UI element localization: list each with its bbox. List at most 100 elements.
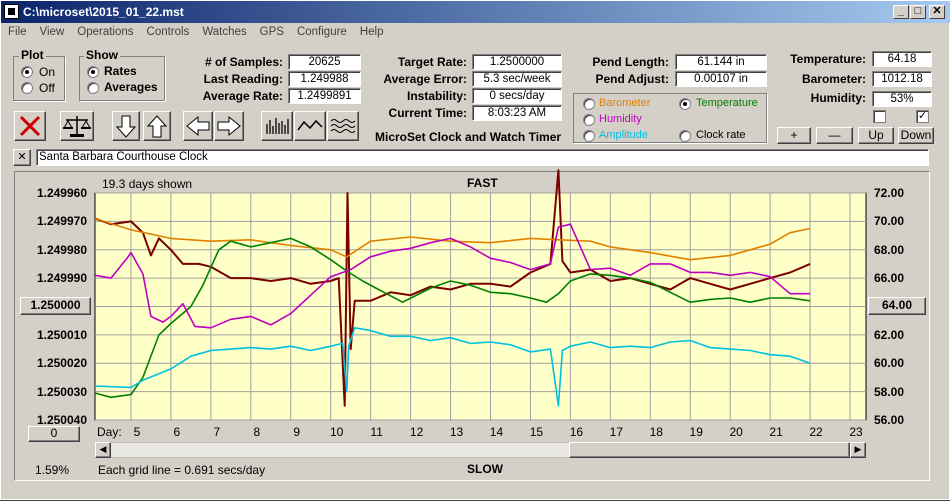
- plot-group-title: Plot: [19, 48, 46, 62]
- bar-view-button[interactable]: [261, 111, 293, 141]
- current-time-label: Current Time:: [388, 106, 467, 120]
- x-tick-label: 23: [849, 425, 863, 439]
- maximize-button[interactable]: □: [910, 5, 926, 19]
- close-window-button[interactable]: ✕: [929, 5, 945, 19]
- calibrate-button[interactable]: [60, 111, 94, 141]
- average-rate-field: 1.2499891: [288, 88, 361, 104]
- scrollbar-thumb[interactable]: [569, 442, 850, 458]
- humidity-field: 53%: [872, 91, 932, 107]
- zero-button[interactable]: 0: [28, 426, 80, 442]
- average-rate-label: Average Rate:: [202, 89, 283, 103]
- y-right-tick-label: 56.00: [874, 413, 905, 427]
- menu-bar: File View Operations Controls Watches GPS Conf…: [1, 23, 950, 43]
- scroll-right-button[interactable]: [214, 111, 244, 141]
- menu-file[interactable]: File: [8, 26, 27, 38]
- samples-label: # of Samples:: [204, 55, 283, 69]
- plot-on-label: On: [39, 65, 56, 79]
- plot-on-radio[interactable]: [21, 66, 33, 78]
- balance-scale-icon: [63, 116, 91, 137]
- show-rates-label: Rates: [104, 64, 137, 78]
- clock-rate-radio[interactable]: [679, 130, 691, 142]
- x-tick-label: 22: [809, 425, 823, 439]
- y-right-tick-label: 66.00: [874, 271, 905, 286]
- chart-frame: [14, 171, 930, 481]
- x-tick-label: 16: [569, 425, 584, 439]
- y-right-tick-label: 70.00: [874, 214, 905, 229]
- y-left-tick-label: 1.250030: [36, 384, 87, 399]
- menu-watches[interactable]: Watches: [202, 26, 247, 38]
- x-tick-label: 9: [293, 425, 301, 439]
- instability-field: 0 secs/day: [472, 88, 562, 104]
- x-tick-label: 7: [213, 425, 221, 439]
- y-right-tick-label: 60.00: [874, 356, 905, 371]
- menu-view[interactable]: View: [39, 26, 65, 38]
- x-tick-label: 21: [769, 425, 783, 439]
- y-left-tick-label: 1.250040: [36, 413, 87, 427]
- series-line-3: [94, 223, 811, 329]
- humidity-label: Humidity:: [810, 91, 866, 105]
- x-tick-label: 13: [449, 425, 464, 439]
- temperature-option-label: Temperature: [696, 97, 758, 109]
- series-layer: [94, 169, 811, 407]
- clear-name-button[interactable]: ✕: [13, 149, 31, 166]
- humidity-option-label: Humidity: [599, 113, 642, 125]
- show-averages-radio[interactable]: [87, 82, 99, 94]
- right-center-value-button[interactable]: 64.00: [868, 297, 926, 315]
- checkbox-left[interactable]: [873, 110, 886, 123]
- menu-help[interactable]: Help: [359, 26, 384, 38]
- clock-rate-option-label: Clock rate: [696, 129, 746, 141]
- current-time-field: 8:03:23 AM: [472, 105, 562, 121]
- barometer-field: 1012.18: [872, 71, 932, 87]
- arrow-left-icon: [186, 115, 210, 137]
- checkbox-right[interactable]: ✓: [916, 110, 929, 123]
- amplitude-radio[interactable]: [583, 130, 595, 142]
- days-shown-label: 19.3 days shown: [102, 177, 193, 191]
- grid-note-label: Each grid line = 0.691 secs/day: [98, 463, 266, 477]
- title-bar: C:\microset\2015_01_22.mst: [1, 1, 950, 23]
- y-left-tick-label: 1.249990: [36, 271, 87, 286]
- barometer-option-label: Barometer: [599, 97, 651, 109]
- menu-controls[interactable]: Controls: [146, 26, 190, 38]
- scroll-down-button[interactable]: [112, 111, 140, 141]
- minus-button[interactable]: —: [816, 127, 853, 144]
- scroll-left-button[interactable]: [183, 111, 213, 141]
- x-tick-label: 15: [529, 425, 544, 439]
- menu-gps[interactable]: GPS: [259, 26, 284, 38]
- wave-icon: [330, 119, 356, 133]
- scroll-up-button[interactable]: [143, 111, 171, 141]
- menu-operations[interactable]: Operations: [77, 26, 134, 38]
- x-tick-label: 12: [409, 425, 424, 439]
- sensor-options-box: [573, 93, 767, 143]
- barometer-radio[interactable]: [583, 98, 595, 110]
- arrow-down-icon: [115, 115, 137, 138]
- plot-off-radio[interactable]: [21, 82, 33, 94]
- scroll-left-arrow-icon[interactable]: ◀: [95, 442, 111, 458]
- up-button[interactable]: Up: [858, 127, 894, 144]
- plus-button[interactable]: +: [777, 127, 811, 144]
- clock-name-input[interactable]: Santa Barbara Courthouse Clock: [36, 149, 929, 166]
- x-tick-label: 11: [370, 425, 383, 439]
- stop-button[interactable]: [14, 111, 46, 141]
- left-center-value-button[interactable]: 1.250000: [20, 297, 91, 315]
- y-left-tick-label: 1.250020: [36, 356, 87, 371]
- minimize-button[interactable]: _: [893, 5, 909, 19]
- window-title: C:\microset\2015_01_22.mst: [23, 5, 184, 19]
- humidity-radio[interactable]: [583, 114, 595, 126]
- y-left-tick-label: 1.249970: [36, 214, 87, 229]
- temperature-radio[interactable]: [679, 98, 691, 110]
- down-button[interactable]: Down: [898, 127, 934, 144]
- day-prefix-label: Day:: [97, 425, 122, 439]
- y-left-tick-label: 1.249980: [36, 242, 87, 257]
- scroll-right-arrow-icon[interactable]: ▶: [850, 442, 866, 458]
- show-rates-radio[interactable]: [87, 66, 99, 78]
- average-error-field: 5.3 sec/week: [472, 71, 562, 87]
- pend-adjust-label: Pend Adjust:: [595, 72, 669, 86]
- menu-configure[interactable]: Configure: [296, 26, 347, 38]
- line-view-button[interactable]: [294, 111, 326, 141]
- wave-view-button[interactable]: [327, 111, 359, 141]
- pend-length-field: 61.144 in: [675, 54, 767, 70]
- x-tick-label: 6: [173, 425, 181, 439]
- temperature-field: 64.18: [872, 51, 932, 67]
- pend-adjust-field: 0.00107 in: [675, 71, 767, 87]
- y-right-tick-label: 72.00: [874, 186, 905, 200]
